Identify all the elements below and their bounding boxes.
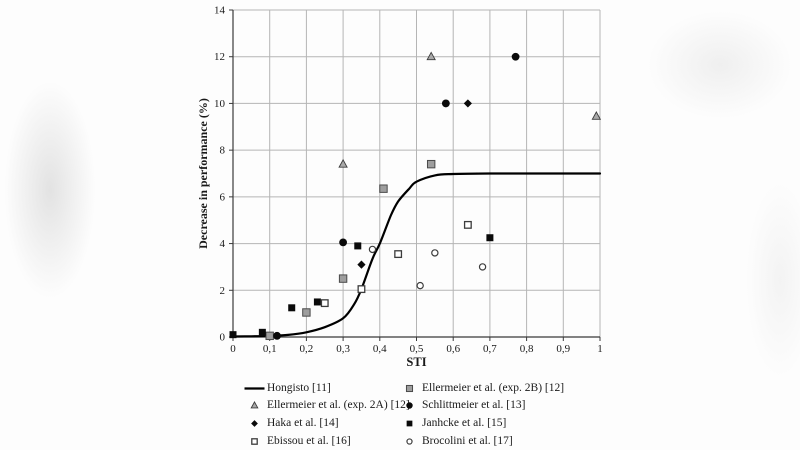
legend-item: Ellermeier et al. (exp. 2A) [12] (244, 397, 410, 415)
x-tick-label: 0,2 (300, 343, 314, 355)
marker-circle-open (368, 245, 377, 254)
marker-circle-open (431, 249, 439, 257)
marker-square-open (251, 437, 258, 445)
legend-column-1: Hongisto [11] Ellermeier et al. (exp. 2A)… (244, 379, 410, 449)
legend-item: Ebissou et al. [16] (244, 432, 410, 450)
x-tick-label: 0,5 (410, 343, 424, 355)
legend-label: Ellermeier et al. (exp. 2B) [12] (422, 381, 565, 394)
y-tick-label: 14 (214, 5, 226, 17)
x-tick-label: 0,7 (483, 343, 497, 355)
marker-circle-open (406, 437, 413, 445)
x-tick-label: 0,4 (373, 343, 387, 355)
marker-square-open (463, 220, 472, 229)
series-schlittmeier-et-al-13 (273, 52, 520, 340)
marker-square-filled (288, 304, 296, 312)
marker-square-gray (265, 331, 274, 341)
legend-item: Brocolini et al. [17] (399, 432, 564, 450)
marker-square-filled (486, 234, 494, 242)
legend-line-icon (244, 381, 265, 395)
x-tick-label: 0,9 (556, 343, 570, 355)
x-tick-label: 0,1 (263, 343, 277, 355)
marker-square-gray (379, 184, 388, 193)
legend-item: Haka et al. [14] (244, 414, 410, 432)
x-tick-label: 1 (597, 343, 603, 355)
marker-square-filled (354, 242, 362, 250)
x-axis-title: STI (406, 355, 426, 369)
series-haka-et-al-14 (357, 99, 472, 269)
y-tick-label: 2 (220, 285, 226, 297)
marker-triangle-gray (426, 51, 436, 61)
y-tick-label: 10 (214, 98, 226, 110)
marker-square-open (357, 285, 366, 294)
y-axis-title: Decrease in performance (%) (196, 98, 210, 249)
legend-square-filled-icon (399, 416, 420, 430)
marker-square-gray (338, 274, 348, 283)
legend-column-2: Ellermeier et al. (exp. 2B) [12] Schlittm… (399, 379, 564, 449)
marker-square-gray (426, 159, 436, 169)
legend-square-open-icon (244, 434, 265, 448)
marker-circle-open (478, 263, 487, 271)
legend-label: Ebissou et al. [16] (267, 434, 351, 447)
marker-circle-filled (273, 331, 281, 340)
series-janhcke-et-al-15 (229, 234, 494, 339)
marker-circle-filled (441, 99, 450, 108)
marker-square-filled (258, 328, 266, 336)
series-brocolini-et-al-17 (368, 245, 487, 290)
marker-square-open (394, 250, 403, 259)
marker-square-gray (302, 308, 311, 317)
legend-label: Hongisto [11] (267, 381, 331, 394)
marker-square-gray (405, 384, 414, 392)
legend-label: Brocolini et al. [17] (422, 434, 513, 447)
marker-diamond-filled (463, 99, 472, 108)
legend-label: Janhcke et al. [15] (422, 416, 507, 429)
legend-circle-open-icon (399, 434, 420, 448)
y-tick-label: 4 (220, 238, 226, 250)
axes (229, 9, 601, 341)
hongisto-curve (231, 172, 602, 338)
x-tick-label: 0,3 (336, 343, 350, 355)
marker-square-filled (313, 298, 321, 306)
y-tick-label: 8 (220, 145, 226, 157)
series-ellermeier-et-al-exp-2b-12 (265, 159, 436, 341)
legend-item: Ellermeier et al. (exp. 2B) [12] (399, 379, 564, 397)
marker-square-filled (229, 331, 237, 339)
marker-triangle-gray (338, 158, 348, 168)
marker-square-open (320, 299, 329, 308)
legend-label: Schlittmeier et al. [13] (422, 399, 526, 412)
marker-square-filled (406, 420, 413, 427)
legend-item: Schlittmeier et al. [13] (399, 397, 564, 415)
x-tick-label: 0 (230, 343, 236, 355)
legend-circle-filled-icon (399, 398, 420, 412)
legend-label: Haka et al. [14] (267, 416, 339, 429)
y-tick-label: 12 (214, 51, 225, 63)
marker-circle-filled (339, 238, 347, 247)
marker-diamond-filled (251, 420, 258, 427)
y-tick-label: 6 (220, 191, 226, 203)
marker-circle-filled (406, 402, 413, 410)
y-tick-label: 0 (220, 332, 226, 344)
x-tick-label: 0,6 (446, 343, 460, 355)
marker-triangle-gray (591, 111, 602, 120)
series-ebissou-et-al-16 (320, 220, 472, 308)
marker-circle-open (416, 281, 424, 290)
legend-diamond-filled-icon (244, 416, 265, 430)
x-tick-label: 0,8 (520, 343, 534, 355)
legend-square-gray-icon (399, 381, 420, 395)
legend-item: Hongisto [11] (244, 379, 410, 397)
marker-circle-filled (511, 52, 520, 61)
legend-triangle-gray-icon (244, 398, 265, 412)
series-ellermeier-et-al-exp-2a-12 (338, 51, 602, 168)
legend-item: Janhcke et al. [15] (399, 414, 564, 432)
marker-triangle-gray (250, 401, 259, 409)
marker-diamond-filled (357, 260, 366, 269)
legend-label: Ellermeier et al. (exp. 2A) [12] (267, 399, 410, 412)
